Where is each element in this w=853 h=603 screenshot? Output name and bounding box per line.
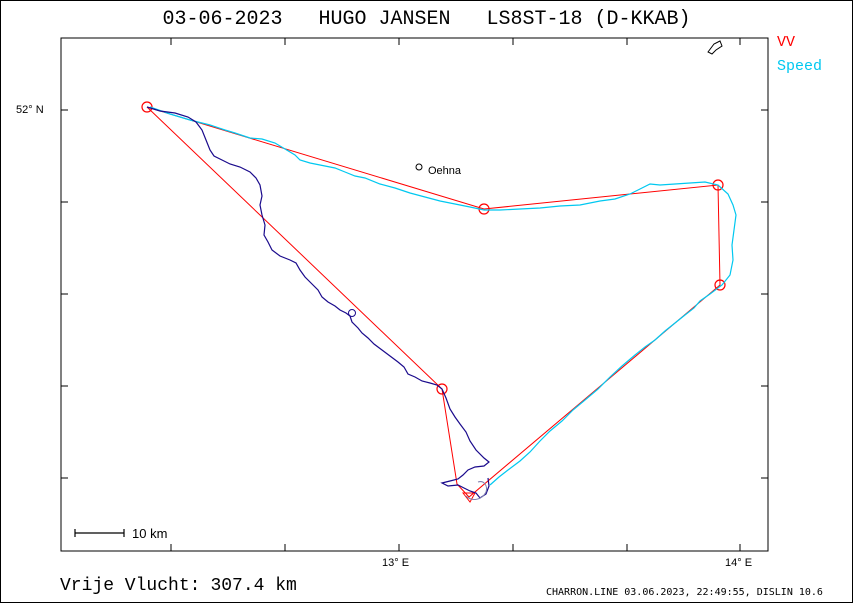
final-glide — [465, 481, 487, 500]
flight-track — [146, 106, 490, 499]
axis-ticks — [61, 38, 768, 551]
finish-marker — [461, 492, 476, 503]
lake-outline — [707, 40, 723, 55]
legend-vv: VV — [777, 34, 796, 51]
turnpoints — [141, 101, 726, 395]
longitude-label-13: 13° E — [382, 557, 410, 569]
speed-track-north — [149, 106, 737, 486]
scale-bar — [74, 529, 125, 537]
turnpoint-3 — [712, 179, 724, 191]
task-line — [146, 106, 721, 498]
credit-line: CHARRON.LINE 03.06.2023, 22:49:55, DISLI… — [546, 587, 823, 598]
town-marker — [415, 163, 423, 171]
town-label: Oehna — [428, 165, 462, 177]
turnpoint-start — [141, 101, 153, 113]
turnpoint-5 — [436, 383, 448, 395]
thermal-loop — [348, 309, 356, 317]
latitude-label: 52° N — [16, 104, 44, 116]
page-title: 03-06-2023 HUGO JANSEN LS8ST-18 (D-KKAB) — [162, 8, 691, 31]
distance-summary: Vrije Vlucht: 307.4 km — [60, 576, 297, 596]
longitude-label-14: 14° E — [725, 557, 753, 569]
plot-frame — [60, 37, 769, 552]
distance-value: 307.4 km — [210, 576, 297, 596]
legend-speed: Speed — [777, 58, 823, 75]
scale-label: 10 km — [132, 526, 168, 541]
distance-caption: Vrije Vlucht: — [60, 576, 201, 596]
turnpoint-4 — [714, 279, 726, 291]
